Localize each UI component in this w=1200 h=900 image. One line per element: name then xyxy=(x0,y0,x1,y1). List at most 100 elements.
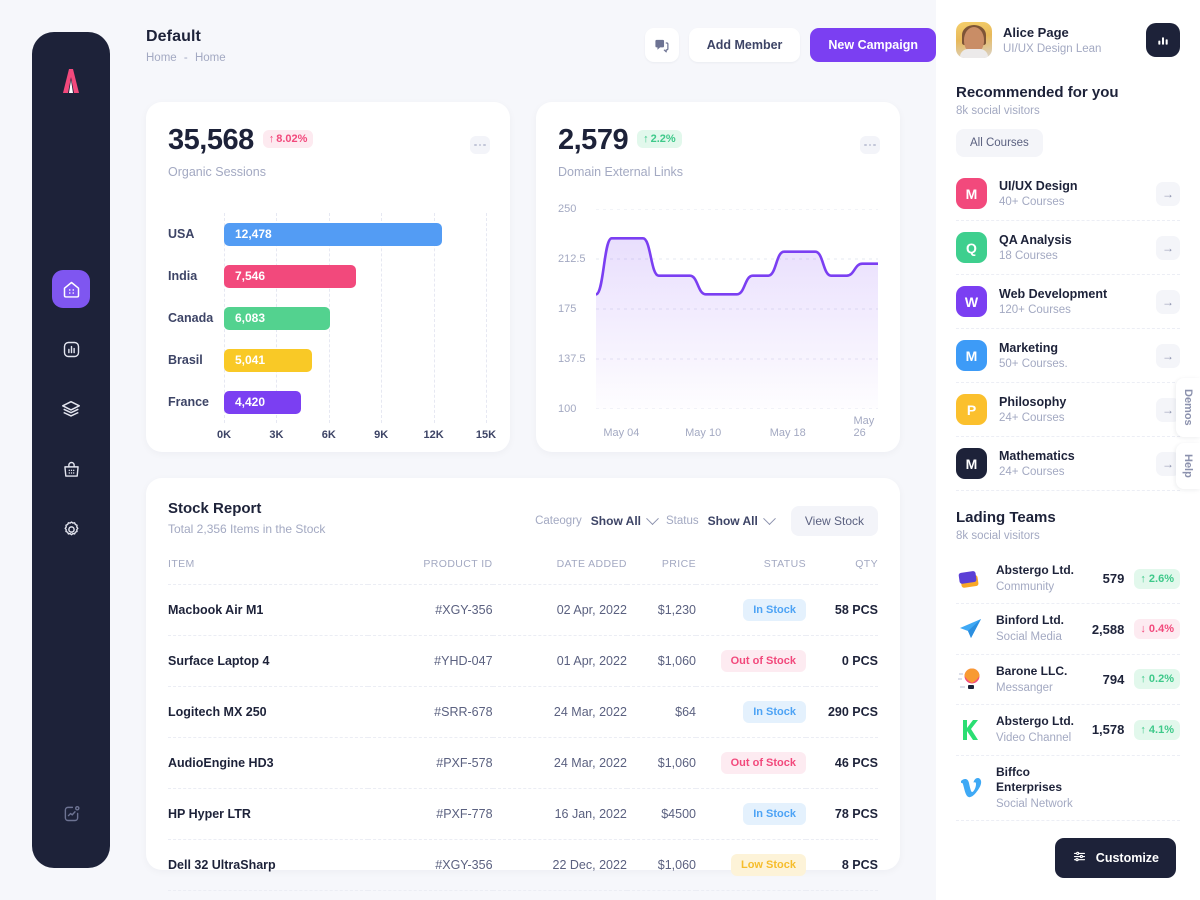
bar-axis-tick: 12K xyxy=(423,429,444,441)
course-item[interactable]: P Philosophy 24+ Courses → xyxy=(956,383,1180,437)
profile-info[interactable]: Alice Page UI/UX Design Lean xyxy=(956,22,1101,58)
cell-item: Macbook Air M1 xyxy=(168,584,368,636)
arrow-right-icon[interactable]: → xyxy=(1156,289,1180,314)
sidebar-item-reports[interactable] xyxy=(52,794,90,832)
breadcrumb-item-2[interactable]: Home xyxy=(194,52,226,64)
team-item[interactable]: Biffco Enterprises Social Network xyxy=(956,756,1180,821)
organic-sessions-more-icon[interactable] xyxy=(470,136,490,154)
cell-qty: 290 PCS xyxy=(806,686,878,738)
side-tab-demos[interactable]: Demos xyxy=(1176,378,1200,437)
sidebar-nav xyxy=(52,270,90,548)
team-name: Barone LLC. xyxy=(996,663,1068,678)
organic-sessions-delta-badge: ↑ 8.02% xyxy=(262,130,314,148)
cell-product-id: #XVR-425 xyxy=(367,890,493,900)
cell-date-added: 22 Dec, 2022 xyxy=(492,839,627,891)
arrow-right-icon[interactable]: → xyxy=(1156,343,1180,368)
table-row[interactable]: Surface Laptop 4 #YHD-047 01 Apr, 2022 $1,0… xyxy=(168,635,878,687)
table-row[interactable]: Dell 32 UltraSharp #XGY-356 22 Dec, 2022 $1… xyxy=(168,839,878,891)
bar-category-label: India xyxy=(168,269,198,283)
table-row[interactable]: Google Pixel 6 Pro#XVR-42527 Dec, 2022$1… xyxy=(168,890,878,900)
organic-sessions-label: Organic Sessions xyxy=(168,165,266,179)
course-item[interactable]: W Web Development 120+ Courses → xyxy=(956,275,1180,329)
table-row[interactable]: AudioEngine HD3 #PXF-578 24 Mar, 2022 $1,06… xyxy=(168,737,878,789)
cell-qty: 46 PCS xyxy=(806,737,878,789)
status-badge: In Stock xyxy=(743,803,806,825)
delta-arrow-icon: ↑ xyxy=(268,133,275,145)
bar[interactable]: 4,420 xyxy=(224,390,302,414)
bar-row: France 4,420 xyxy=(168,381,488,423)
table-row[interactable]: Macbook Air M1 #XGY-356 02 Apr, 2022 $1,230… xyxy=(168,584,878,636)
course-item[interactable]: M Marketing 50+ Courses. → xyxy=(956,329,1180,383)
add-member-button[interactable]: Add Member xyxy=(688,28,801,62)
left-sidebar xyxy=(32,32,110,868)
table-row[interactable]: Logitech MX 250 #SRR-678 24 Mar, 2022 $64 In… xyxy=(168,686,878,738)
table-row[interactable]: HP Hyper LTR #PXF-778 16 Jan, 2022 $4500 In … xyxy=(168,788,878,840)
category-filter-select[interactable]: Show All xyxy=(591,511,659,528)
team-item[interactable]: Barone LLC. Messanger 794 ↑ 0.2% xyxy=(956,655,1180,706)
team-category: Community xyxy=(996,581,1055,593)
course-item[interactable]: Q QA Analysis 18 Courses → xyxy=(956,221,1180,275)
stock-table-column-header: STATUS xyxy=(763,558,806,570)
chat-icon-button[interactable] xyxy=(644,28,679,62)
x-axis-tick: May 04 xyxy=(603,427,640,439)
sliders-icon xyxy=(1072,849,1087,867)
organic-sessions-value: 35,568 xyxy=(168,124,254,156)
arrow-right-icon[interactable]: → xyxy=(1156,235,1180,260)
course-count: 50+ Courses. xyxy=(999,358,1068,370)
cell-qty: 0 PCS xyxy=(806,635,878,687)
bar-chart-icon-button[interactable] xyxy=(1146,23,1180,57)
profile-name: Alice Page xyxy=(1003,25,1069,40)
cell-status: Low Stock xyxy=(696,839,806,891)
bar[interactable]: 5,041 xyxy=(224,348,313,372)
logo-icon[interactable] xyxy=(51,60,91,100)
bar-axis-tick: 15K xyxy=(475,429,497,441)
x-axis-tick: May 26 xyxy=(853,415,875,439)
sidebar-item-home[interactable] xyxy=(52,270,90,308)
sidebar-item-layers[interactable] xyxy=(52,390,90,428)
avatar[interactable] xyxy=(956,22,992,58)
side-tab-help[interactable]: Help xyxy=(1176,442,1200,489)
vimeo-logo-icon xyxy=(956,773,986,803)
sidebar-item-settings[interactable] xyxy=(52,510,90,548)
course-item[interactable]: M Mathematics 24+ Courses → xyxy=(956,437,1180,491)
category-filter-label: Cateogry xyxy=(535,515,582,527)
bar[interactable]: 12,478 xyxy=(224,222,442,246)
team-item[interactable]: Abstergo Ltd. Video Channel 1,578 ↑ 4.1% xyxy=(956,705,1180,756)
status-badge: Low Stock xyxy=(730,854,806,876)
domain-links-more-icon[interactable] xyxy=(860,136,880,154)
cell-qty: 8 PCS xyxy=(806,839,878,891)
new-campaign-button[interactable]: New Campaign xyxy=(810,28,936,62)
course-count: 24+ Courses xyxy=(999,466,1065,478)
cell-qty: 124 PCS xyxy=(806,890,878,900)
customize-button[interactable]: Customize xyxy=(1054,838,1176,878)
bar-category-label: Brasil xyxy=(168,353,203,367)
bar-track: 6,083 xyxy=(224,297,488,339)
course-count: 24+ Courses xyxy=(999,412,1065,424)
course-initial-icon: P xyxy=(956,394,987,425)
team-delta-badge: ↑ 4.1% xyxy=(1134,719,1180,740)
view-stock-button[interactable]: View Stock xyxy=(790,506,878,536)
course-item[interactable]: M UI/UX Design 40+ Courses → xyxy=(956,167,1180,221)
y-axis-tick: 137.5 xyxy=(558,353,586,365)
breadcrumb-item-1[interactable]: Home xyxy=(146,52,177,64)
cell-date-added: 24 Mar, 2022 xyxy=(492,686,627,738)
team-item[interactable]: Abstergo Ltd. Community 579 ↑ 2.6% xyxy=(956,554,1180,605)
bar[interactable]: 7,546 xyxy=(224,264,356,288)
team-item[interactable]: Binford Ltd. Social Media 2,588 ↓ 0.4% xyxy=(956,604,1180,655)
status-filter-select[interactable]: Show All xyxy=(708,511,776,528)
cell-date-added: 16 Jan, 2022 xyxy=(492,788,627,840)
sidebar-item-analytics[interactable] xyxy=(52,330,90,368)
sidebar-item-shop[interactable] xyxy=(52,450,90,488)
main-content: Default Home - Home Add Member New Campa… xyxy=(146,0,936,900)
domain-external-links-card: 2,579 ↑ 2.2% Domain External Links 100 13… xyxy=(536,102,900,452)
page-title: Default xyxy=(146,28,201,45)
all-courses-chip[interactable]: All Courses xyxy=(956,129,1043,157)
right-panel: Alice Page UI/UX Design Lean Recommended… xyxy=(936,0,1200,900)
stock-table-column-header: ITEM xyxy=(168,558,195,570)
team-name: Abstergo Ltd. xyxy=(996,714,1074,729)
profile-row: Alice Page UI/UX Design Lean xyxy=(956,22,1180,58)
arrow-right-icon[interactable]: → xyxy=(1156,181,1180,206)
team-value: 579 xyxy=(1102,571,1125,587)
bar-track: 12,478 xyxy=(224,213,488,255)
bar[interactable]: 6,083 xyxy=(224,306,331,330)
